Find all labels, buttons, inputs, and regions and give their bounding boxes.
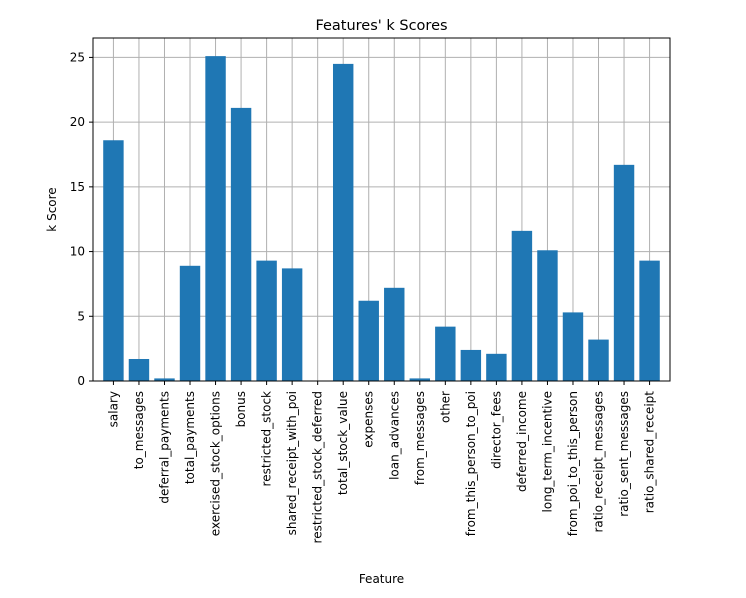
plot-area-background <box>93 38 670 381</box>
bar-restricted_stock <box>256 260 277 381</box>
x-tick-label: other <box>438 391 452 423</box>
plot-frame <box>92 37 671 382</box>
bar-from_this_person_to_poi <box>460 349 482 381</box>
x-tick-label: salary <box>106 391 120 427</box>
bar-director_fees <box>486 353 507 381</box>
x-tick-label: total_stock_value <box>336 391 350 495</box>
x-tick-label: to_messages <box>132 391 146 469</box>
x-axis-title: Feature <box>359 572 404 586</box>
bar-ratio_shared_receipt <box>639 260 660 381</box>
y-axis-ticks: 0 5 10 15 20 25 <box>70 50 93 388</box>
bar-total_payments <box>179 265 201 381</box>
x-tick-label: deferral_payments <box>157 391 171 504</box>
x-tick-label: exercised_stock_options <box>209 391 223 536</box>
bar-loan_advances <box>384 287 405 381</box>
y-axis-title: k Score <box>45 187 59 231</box>
bar-ratio_sent_messages <box>613 164 635 381</box>
bar-deferral_payments <box>154 378 175 381</box>
x-tick-label: from_poi_to_this_person <box>566 391 580 536</box>
bar-other <box>435 326 456 381</box>
bar-bonus <box>230 107 252 381</box>
bar-long_term_incentive <box>537 250 558 381</box>
x-tick-label: ratio_receipt_messages <box>592 391 606 533</box>
y-tick-label: 0 <box>77 374 85 388</box>
x-tick-label: deferred_income <box>515 391 529 492</box>
x-tick-label: restricted_stock <box>260 391 274 486</box>
x-axis-ticks: salary to_messages deferral_payments total_… <box>106 381 657 543</box>
bars <box>103 56 660 382</box>
x-tick-label: director_fees <box>489 391 503 469</box>
bar-ratio_receipt_messages <box>588 339 609 381</box>
bar-exercised_stock_options <box>205 56 226 381</box>
bar-from_messages <box>409 378 431 381</box>
y-tick-label: 5 <box>77 309 85 323</box>
x-tick-label: from_this_person_to_poi <box>464 391 478 536</box>
x-tick-label: ratio_sent_messages <box>617 391 631 517</box>
x-tick-label: total_payments <box>183 391 197 484</box>
x-tick-label: from_messages <box>413 391 427 485</box>
x-tick-label: expenses <box>362 391 376 448</box>
bar-to_messages <box>128 358 150 381</box>
x-tick-label: long_term_incentive <box>540 391 554 512</box>
y-tick-label: 15 <box>70 180 85 194</box>
chart-title: Features' k Scores <box>315 18 447 34</box>
bar-salary <box>103 140 124 381</box>
bar-expenses <box>358 300 379 381</box>
bar-deferred_income <box>511 230 533 381</box>
x-tick-label: ratio_shared_receipt <box>643 391 657 514</box>
x-tick-label: loan_advances <box>387 391 401 480</box>
x-tick-label: bonus <box>234 391 248 427</box>
bar-total_stock_value <box>332 63 354 382</box>
x-tick-label: restricted_stock_deferred <box>311 391 325 543</box>
x-tick-label: shared_receipt_with_poi <box>285 391 299 535</box>
bar-from_poi_to_this_person <box>562 312 584 381</box>
y-tick-label: 25 <box>70 50 85 64</box>
y-tick-label: 20 <box>70 115 85 129</box>
bar-shared_receipt_with_poi <box>281 268 303 381</box>
y-tick-label: 10 <box>70 245 85 259</box>
